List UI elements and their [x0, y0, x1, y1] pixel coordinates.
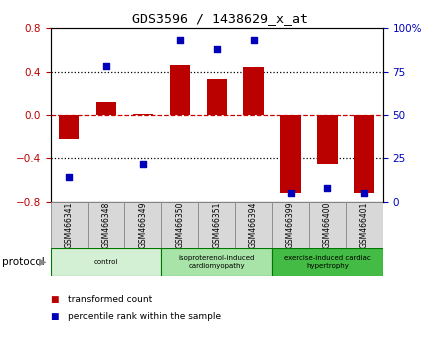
Bar [243, 67, 264, 115]
Point [250, 38, 257, 43]
Point [213, 46, 220, 52]
Text: GSM466341: GSM466341 [65, 201, 73, 248]
FancyBboxPatch shape [161, 202, 198, 248]
Text: control: control [94, 259, 118, 265]
FancyBboxPatch shape [51, 202, 88, 248]
Bar [317, 115, 337, 164]
FancyBboxPatch shape [161, 248, 272, 276]
Text: GDS3596 / 1438629_x_at: GDS3596 / 1438629_x_at [132, 12, 308, 25]
Text: percentile rank within the sample: percentile rank within the sample [68, 312, 221, 321]
Bar [206, 79, 227, 115]
Text: ■: ■ [51, 295, 59, 304]
Text: exercise-induced cardiac
hypertrophy: exercise-induced cardiac hypertrophy [284, 255, 371, 269]
FancyBboxPatch shape [125, 202, 161, 248]
FancyBboxPatch shape [51, 248, 161, 276]
FancyBboxPatch shape [198, 202, 235, 248]
Bar [59, 115, 79, 139]
Text: ■: ■ [51, 312, 59, 321]
FancyBboxPatch shape [235, 202, 272, 248]
Bar [170, 65, 190, 115]
Text: GSM466348: GSM466348 [102, 201, 110, 248]
FancyBboxPatch shape [346, 202, 383, 248]
Text: GSM466400: GSM466400 [323, 201, 332, 248]
FancyBboxPatch shape [272, 202, 309, 248]
Text: ▶: ▶ [39, 257, 46, 267]
Bar [280, 115, 301, 193]
Point [287, 190, 294, 196]
Bar [354, 115, 374, 193]
Point [176, 38, 183, 43]
Point [361, 190, 368, 196]
Text: GSM466394: GSM466394 [249, 201, 258, 248]
Text: GSM466350: GSM466350 [175, 201, 184, 248]
Point [139, 161, 147, 166]
Text: protocol: protocol [2, 257, 45, 267]
Bar [96, 102, 116, 115]
Text: GSM466349: GSM466349 [138, 201, 147, 248]
Bar [133, 114, 153, 115]
FancyBboxPatch shape [272, 248, 383, 276]
Text: GSM466401: GSM466401 [360, 201, 369, 248]
Text: GSM466399: GSM466399 [286, 201, 295, 248]
FancyBboxPatch shape [309, 202, 346, 248]
Point [324, 185, 331, 191]
Text: GSM466351: GSM466351 [212, 201, 221, 248]
Text: isoproterenol-induced
cardiomyopathy: isoproterenol-induced cardiomyopathy [179, 255, 255, 269]
Text: transformed count: transformed count [68, 295, 152, 304]
FancyBboxPatch shape [88, 202, 125, 248]
Point [66, 175, 73, 180]
Point [103, 64, 110, 69]
